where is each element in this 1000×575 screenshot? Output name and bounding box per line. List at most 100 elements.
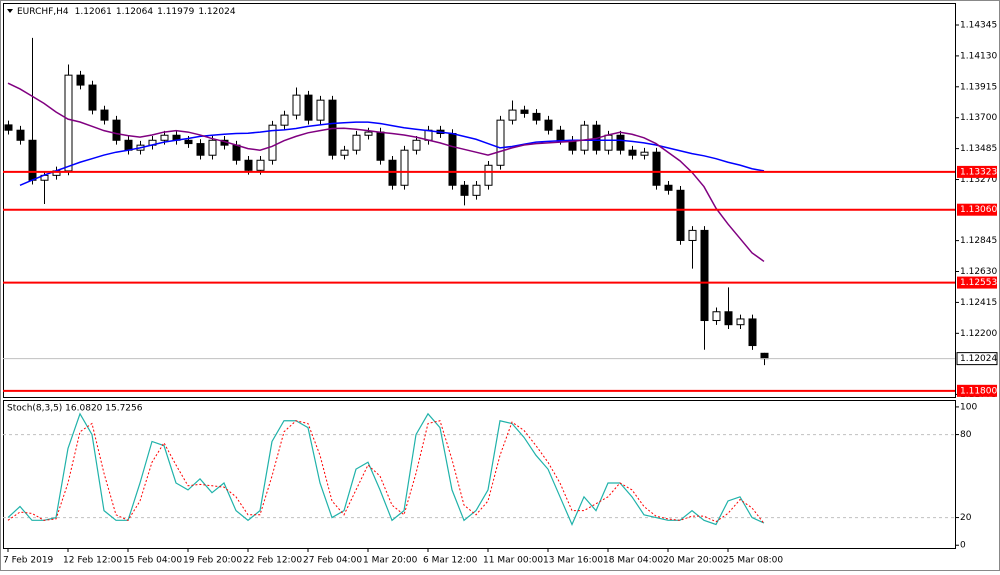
candle-body <box>460 184 469 196</box>
x-tick-label: 18 Mar 04:00 <box>603 556 663 566</box>
header-open: 1.12061 <box>75 7 112 17</box>
x-tick-label: 13 Mar 16:00 <box>543 556 603 566</box>
last-price-label: 1.12024 <box>960 354 997 364</box>
header-low: 1.11979 <box>157 7 194 17</box>
candle-body <box>292 94 301 116</box>
candle-body <box>352 134 361 151</box>
stoch-main-line <box>7 412 765 526</box>
y-tick-label: 1.12845 <box>960 236 997 246</box>
y-tick-label: 1.13700 <box>960 113 997 123</box>
x-tick-label: 25 Mar 08:00 <box>723 556 783 566</box>
candle-body <box>484 164 493 186</box>
chart-header: EURCHF,H4 1.12061 1.12064 1.11979 1.12024 <box>17 7 236 17</box>
candle-body <box>304 94 313 121</box>
stoch-tick-label: 20 <box>960 513 972 523</box>
x-tick-label: 15 Feb 04:00 <box>123 556 182 566</box>
candle-body <box>28 139 37 181</box>
stoch-signal-line <box>7 420 765 524</box>
candle-body <box>652 151 661 186</box>
x-tick-label: 7 Feb 2019 <box>3 556 54 566</box>
level-label: 1.12553 <box>960 278 997 288</box>
header-close: 1.12024 <box>198 7 235 17</box>
candle-body <box>556 129 565 141</box>
symbol: EURCHF,H4 <box>17 7 69 17</box>
candle-body <box>736 318 745 326</box>
level-label-box <box>957 384 997 397</box>
candle-body <box>448 133 457 186</box>
candle-body <box>580 124 589 151</box>
level-label-box <box>957 203 997 216</box>
candle-body <box>520 109 529 114</box>
candle-body <box>508 109 517 121</box>
candle-body <box>364 131 373 136</box>
y-tick-label: 1.13915 <box>960 82 997 92</box>
candle-body <box>184 139 193 145</box>
stoch-tick-label: 0 <box>960 541 966 551</box>
candle-body <box>64 74 73 172</box>
moving-average <box>19 121 765 186</box>
candle-body <box>268 124 277 161</box>
candle-body <box>376 131 385 161</box>
level-label: 1.11800 <box>960 386 997 396</box>
x-tick-label: 22 Feb 12:00 <box>243 556 302 566</box>
candle-body <box>400 149 409 186</box>
y-tick-label: 1.13270 <box>960 175 997 185</box>
candle-body <box>676 189 685 241</box>
candle-body <box>472 184 481 196</box>
y-tick-label: 1.14130 <box>960 51 997 61</box>
last-price-box <box>956 352 998 366</box>
x-tick-label: 27 Feb 04:00 <box>303 556 362 566</box>
candle-body <box>640 151 649 156</box>
candle-body <box>628 149 637 156</box>
candle-body <box>76 74 85 86</box>
candle-body <box>664 184 673 191</box>
candle-body <box>724 311 733 326</box>
candle-body <box>340 149 349 156</box>
candle-body <box>412 139 421 151</box>
candle-body <box>748 318 757 347</box>
x-tick-label: 20 Mar 20:00 <box>663 556 723 566</box>
candle-body <box>232 144 241 161</box>
candle-body <box>196 143 205 156</box>
candle-body <box>700 229 709 322</box>
candle-body <box>100 109 109 121</box>
y-tick-label: 1.14345 <box>960 20 997 30</box>
candle-body <box>496 119 505 166</box>
main-panel <box>3 3 956 398</box>
candle-body <box>532 112 541 121</box>
x-tick-label: 19 Feb 20:00 <box>183 556 242 566</box>
stoch-tick-label: 80 <box>960 430 972 440</box>
stoch-tick-label: 100 <box>960 402 977 412</box>
candle-body <box>280 114 289 126</box>
y-tick-label: 1.12630 <box>960 267 997 277</box>
x-tick-label: 12 Feb 12:00 <box>63 556 122 566</box>
y-tick-label: 1.12200 <box>960 329 997 339</box>
header-high: 1.12064 <box>116 7 153 17</box>
candle-body <box>124 139 133 151</box>
candle-body <box>4 124 13 131</box>
moving-average <box>7 82 765 263</box>
candle-body <box>604 134 613 151</box>
menu-arrow[interactable] <box>7 9 13 13</box>
candle-body <box>712 311 721 322</box>
level-label: 1.13323 <box>960 167 997 177</box>
y-tick-label: 1.13485 <box>960 144 997 154</box>
candle-body <box>160 134 169 141</box>
candle-body <box>316 99 325 121</box>
candle-body <box>760 352 769 360</box>
x-tick-label: 1 Mar 20:00 <box>363 556 418 566</box>
level-label: 1.13060 <box>960 205 997 215</box>
x-tick-label: 6 Mar 12:00 <box>423 556 478 566</box>
candle-body <box>544 119 553 131</box>
x-tick-label: 11 Mar 00:00 <box>483 556 543 566</box>
level-label-box <box>957 165 997 178</box>
candle-body <box>616 134 625 151</box>
candle-body <box>88 84 97 111</box>
candle-body <box>256 159 265 171</box>
candle-body <box>112 119 121 141</box>
y-tick-label: 1.12415 <box>960 298 997 308</box>
candle-body <box>688 229 697 241</box>
